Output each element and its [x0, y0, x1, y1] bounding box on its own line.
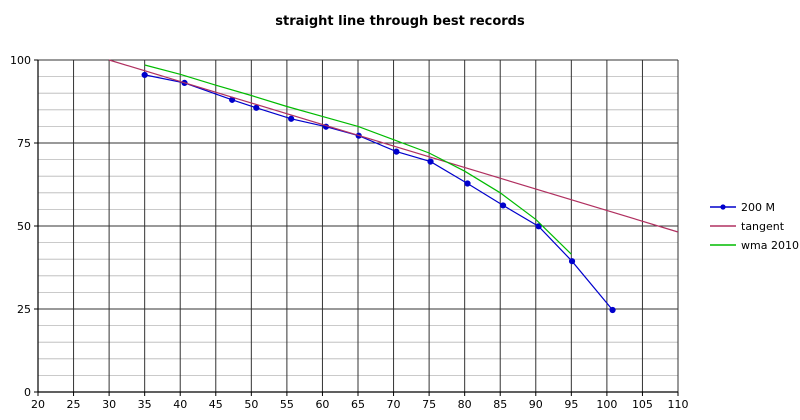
legend-marker: [720, 204, 726, 210]
x-tick-label: 20: [31, 398, 45, 411]
x-tick-label: 65: [351, 398, 365, 411]
chart-title: straight line through best records: [275, 14, 525, 29]
series-line-1: [108, 59, 679, 233]
legend-label: wma 2010: [741, 239, 799, 252]
x-tick-label: 80: [458, 398, 472, 411]
data-point: [499, 202, 507, 209]
y-tick-label: 75: [17, 137, 31, 150]
x-tick-label: 70: [387, 398, 401, 411]
data-point: [253, 104, 260, 111]
x-tick-label: 75: [422, 398, 436, 411]
series-line-0: [144, 74, 614, 311]
data-point: [464, 180, 471, 187]
x-tick-label: 25: [67, 398, 81, 411]
series-line-2: [144, 64, 572, 255]
x-tick-label: 45: [209, 398, 223, 411]
data-point: [393, 148, 400, 155]
x-tick-label: 85: [493, 398, 507, 411]
x-tick-label: 60: [315, 398, 329, 411]
data-point: [141, 71, 148, 79]
legend-label: 200 M: [741, 201, 775, 214]
x-tick-label: 100: [596, 398, 617, 411]
data-point: [568, 258, 576, 265]
x-tick-label: 30: [102, 398, 116, 411]
y-tick-label: 50: [17, 220, 31, 233]
legend-label: tangent: [741, 220, 785, 233]
y-tick-label: 0: [24, 386, 31, 399]
data-point: [427, 158, 434, 165]
legend: 200 M tangent wma 2010: [710, 201, 799, 252]
x-tick-label: 95: [564, 398, 578, 411]
x-tick-label: 90: [529, 398, 543, 411]
x-tick-label: 55: [280, 398, 294, 411]
x-tick-label: 110: [668, 398, 689, 411]
series-layer: [108, 59, 679, 314]
x-tick-label: 50: [244, 398, 258, 411]
y-tick-label: 25: [17, 303, 31, 316]
y-tick-label: 100: [10, 54, 31, 67]
x-tick-label: 35: [138, 398, 152, 411]
x-tick-label: 40: [173, 398, 187, 411]
data-point: [288, 115, 295, 122]
data-point: [535, 223, 542, 230]
grid: [37, 59, 679, 393]
axes: 20 25 30 35 40 45 50 55 60 65 70 75 80 85 90 95 100 105 11…: [10, 54, 689, 411]
x-tick-label: 105: [632, 398, 653, 411]
data-point: [609, 306, 616, 314]
